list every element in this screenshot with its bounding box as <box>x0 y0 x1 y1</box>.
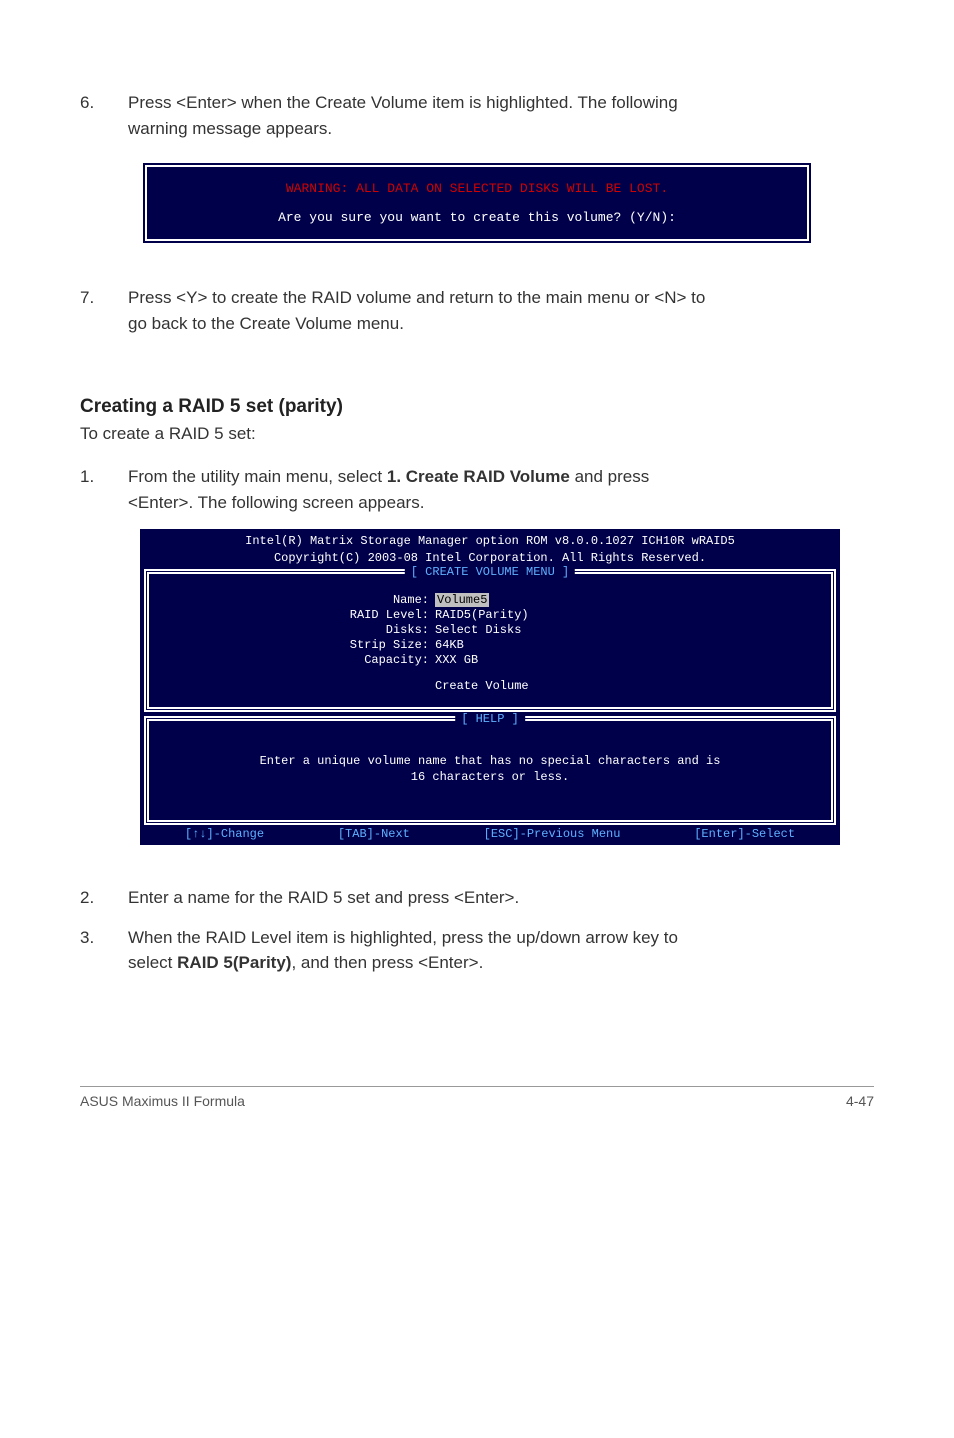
step-number: 7. <box>80 285 128 336</box>
bios-warning-box: WARNING: ALL DATA ON SELECTED DISKS WILL… <box>141 161 813 245</box>
bios-create-menu-box: [ CREATE VOLUME MENU ] Name: Volume5 RAI… <box>144 569 836 712</box>
spacer <box>159 586 821 592</box>
step-number: 2. <box>80 885 128 911</box>
bios-help-box: [ HELP ] Enter a unique volume name that… <box>144 716 836 826</box>
step-7: 7. Press <Y> to create the RAID volume a… <box>80 285 874 336</box>
bios-header: Intel(R) Matrix Storage Manager option R… <box>140 529 840 569</box>
key-hint: [Enter]-Select <box>694 827 795 841</box>
value: Select Disks <box>435 623 521 637</box>
label: RAID Level: <box>159 608 435 622</box>
step-2: 2. Enter a name for the RAID 5 set and p… <box>80 885 874 911</box>
step-number: 1. <box>80 464 128 515</box>
label: Strip Size: <box>159 638 435 652</box>
value: RAID5(Parity) <box>435 608 529 622</box>
line: , and then press <Enter>. <box>291 953 483 972</box>
bios-prompt-text: Are you sure you want to create this vol… <box>157 210 797 225</box>
bios-footer-keys: [↑↓]-Change [TAB]-Next [ESC]-Previous Me… <box>140 825 840 845</box>
bios-row-level: RAID Level: RAID5(Parity) <box>159 608 821 622</box>
bold-text: RAID 5(Parity) <box>177 953 291 972</box>
line: When the RAID Level item is highlighted,… <box>128 928 678 947</box>
line: Press <Enter> when the Create Volume ite… <box>128 93 678 112</box>
line: 16 characters or less. <box>159 769 821 786</box>
step-number: 6. <box>80 90 128 141</box>
page-footer: ASUS Maximus II Formula 4-47 <box>80 1086 874 1109</box>
bios-help-text: Enter a unique volume name that has no s… <box>159 733 821 807</box>
label: Name: <box>159 593 435 607</box>
step-text: Enter a name for the RAID 5 set and pres… <box>128 885 874 911</box>
step-1: 1. From the utility main menu, select 1.… <box>80 464 874 515</box>
step-6: 6. Press <Enter> when the Create Volume … <box>80 90 874 141</box>
label: Disks: <box>159 623 435 637</box>
bios-row-strip: Strip Size: 64KB <box>159 638 821 652</box>
line: <Enter>. The following screen appears. <box>128 493 424 512</box>
bold-text: 1. Create RAID Volume <box>387 467 570 486</box>
bios-box-title: [ HELP ] <box>455 712 525 726</box>
step-text: Press <Y> to create the RAID volume and … <box>128 285 874 336</box>
section-intro: To create a RAID 5 set: <box>80 424 874 444</box>
line: Enter a unique volume name that has no s… <box>159 753 821 770</box>
value: Volume5 <box>435 593 489 607</box>
bios-header-line: Intel(R) Matrix Storage Manager option R… <box>140 533 840 550</box>
step-number: 3. <box>80 925 128 976</box>
value: XXX GB <box>435 653 478 667</box>
highlighted-value: Volume5 <box>435 593 489 607</box>
line: warning message appears. <box>128 119 332 138</box>
bios-box-title: [ CREATE VOLUME MENU ] <box>405 565 575 579</box>
bios-create-volume-action: Create Volume <box>159 679 821 693</box>
bios-row-disks: Disks: Select Disks <box>159 623 821 637</box>
page-content: 6. Press <Enter> when the Create Volume … <box>0 0 954 1149</box>
footer-right: 4-47 <box>846 1093 874 1109</box>
value: 64KB <box>435 638 464 652</box>
line: Press <Y> to create the RAID volume and … <box>128 288 705 307</box>
section-heading: Creating a RAID 5 set (parity) <box>80 396 874 418</box>
key-hint: [ESC]-Previous Menu <box>484 827 621 841</box>
key-hint: [↑↓]-Change <box>185 827 264 841</box>
bios-row-capacity: Capacity: XXX GB <box>159 653 821 667</box>
line: select <box>128 953 177 972</box>
key-hint: [TAB]-Next <box>338 827 410 841</box>
line: From the utility main menu, select <box>128 467 387 486</box>
line: go back to the Create Volume menu. <box>128 314 404 333</box>
bios-row-name: Name: Volume5 <box>159 593 821 607</box>
line: and press <box>570 467 649 486</box>
label: Capacity: <box>159 653 435 667</box>
step-text: From the utility main menu, select 1. Cr… <box>128 464 874 515</box>
step-3: 3. When the RAID Level item is highlight… <box>80 925 874 976</box>
bios-warning-text: WARNING: ALL DATA ON SELECTED DISKS WILL… <box>157 181 797 196</box>
bios-create-volume-screen: Intel(R) Matrix Storage Manager option R… <box>140 529 840 845</box>
step-text: Press <Enter> when the Create Volume ite… <box>128 90 874 141</box>
footer-left: ASUS Maximus II Formula <box>80 1093 245 1109</box>
step-text: When the RAID Level item is highlighted,… <box>128 925 874 976</box>
